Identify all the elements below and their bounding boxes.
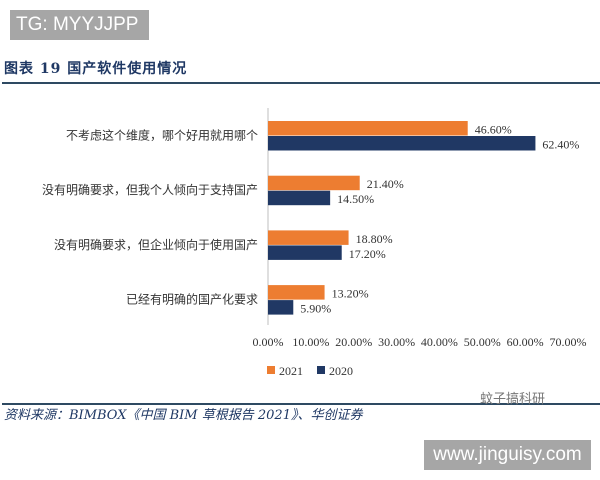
x-tick-label: 20.00% bbox=[335, 335, 372, 349]
wechat-watermark: 蚊子搞科研 bbox=[480, 392, 546, 407]
data-label: 17.20% bbox=[349, 247, 386, 261]
bar-2020 bbox=[268, 136, 536, 151]
x-tick-label: 50.00% bbox=[464, 335, 501, 349]
category-label: 没有明确要求，但企业倾向于使用国产 bbox=[54, 237, 258, 252]
bar-2021 bbox=[268, 175, 360, 191]
x-tick-label: 10.00% bbox=[292, 335, 329, 349]
x-tick-label: 0.00% bbox=[253, 335, 284, 349]
category-label: 没有明确要求，但我个人倾向于支持国产 bbox=[42, 182, 258, 197]
data-label: 21.40% bbox=[367, 177, 404, 191]
title-divider bbox=[2, 82, 600, 84]
x-tick-label: 60.00% bbox=[507, 335, 544, 349]
figure-title: 图表 19 国产软件使用情况 bbox=[4, 61, 188, 77]
bar-2020 bbox=[268, 190, 331, 206]
legend-label: 2021 bbox=[279, 364, 303, 378]
bar-2021 bbox=[268, 230, 349, 245]
bar-2020 bbox=[268, 245, 342, 260]
data-label: 5.90% bbox=[300, 302, 331, 316]
source-note: 资料来源：BIMBOX《中国 BIM 草根报告 2021》、华创证券 bbox=[4, 408, 363, 423]
legend-swatch-2021 bbox=[267, 366, 275, 374]
data-label: 13.20% bbox=[332, 287, 369, 301]
legend-label: 2020 bbox=[329, 364, 353, 378]
category-label: 不考虑这个维度，哪个好用就用哪个 bbox=[66, 128, 258, 143]
bar-2020 bbox=[268, 300, 294, 315]
watermark-tg: TG: MYYJJPP bbox=[10, 10, 149, 40]
data-label: 46.60% bbox=[475, 123, 512, 137]
source-divider bbox=[2, 403, 600, 405]
category-label: 已经有明确的国产化要求 bbox=[126, 292, 258, 307]
data-label: 18.80% bbox=[356, 232, 393, 246]
bar-2021 bbox=[268, 285, 325, 300]
watermark-site: www.jinguisy.com bbox=[424, 440, 591, 470]
x-tick-label: 30.00% bbox=[378, 335, 415, 349]
data-label: 62.40% bbox=[542, 138, 579, 152]
x-tick-label: 40.00% bbox=[421, 335, 458, 349]
legend-swatch-2020 bbox=[317, 366, 325, 374]
x-tick-label: 70.00% bbox=[550, 335, 587, 349]
bar-2021 bbox=[268, 121, 468, 136]
data-label: 14.50% bbox=[337, 192, 374, 206]
